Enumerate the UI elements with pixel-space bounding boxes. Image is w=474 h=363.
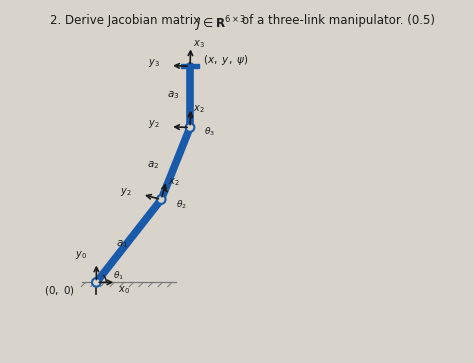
Text: $a_1$: $a_1$ [116, 238, 128, 249]
Circle shape [91, 278, 101, 287]
Text: $\theta_2$: $\theta_2$ [176, 199, 187, 211]
Circle shape [159, 197, 164, 202]
Circle shape [156, 195, 166, 204]
Text: of a three-link manipulator. (0.5): of a three-link manipulator. (0.5) [242, 14, 435, 27]
Text: 2. Derive Jacobian matrix: 2. Derive Jacobian matrix [50, 14, 200, 27]
Text: $y_0$: $y_0$ [75, 249, 87, 261]
Text: $y_2$: $y_2$ [120, 185, 131, 198]
Text: $y_3$: $y_3$ [147, 57, 159, 69]
Bar [188, 63, 192, 72]
Text: $(0,\ 0)$: $(0,\ 0)$ [44, 284, 75, 297]
Circle shape [187, 125, 192, 130]
Text: $x_3$: $x_3$ [192, 38, 204, 50]
Text: $x_2$: $x_2$ [192, 103, 204, 115]
Text: $\theta_3$: $\theta_3$ [204, 126, 215, 138]
Text: $x_0$: $x_0$ [118, 284, 130, 296]
Text: $(x,\ y,\ \psi)$: $(x,\ y,\ \psi)$ [202, 53, 248, 67]
Text: $a_3$: $a_3$ [167, 89, 179, 101]
Text: $x_2$: $x_2$ [168, 176, 180, 188]
Bar [181, 64, 199, 68]
Text: $J \in \mathbf{R}^{6\times3}$: $J \in \mathbf{R}^{6\times3}$ [195, 14, 246, 34]
Text: $a_2$: $a_2$ [147, 159, 159, 171]
Circle shape [94, 280, 99, 285]
Text: $\theta_1$: $\theta_1$ [113, 270, 124, 282]
Text: $y_2$: $y_2$ [148, 118, 159, 130]
Circle shape [185, 123, 195, 132]
